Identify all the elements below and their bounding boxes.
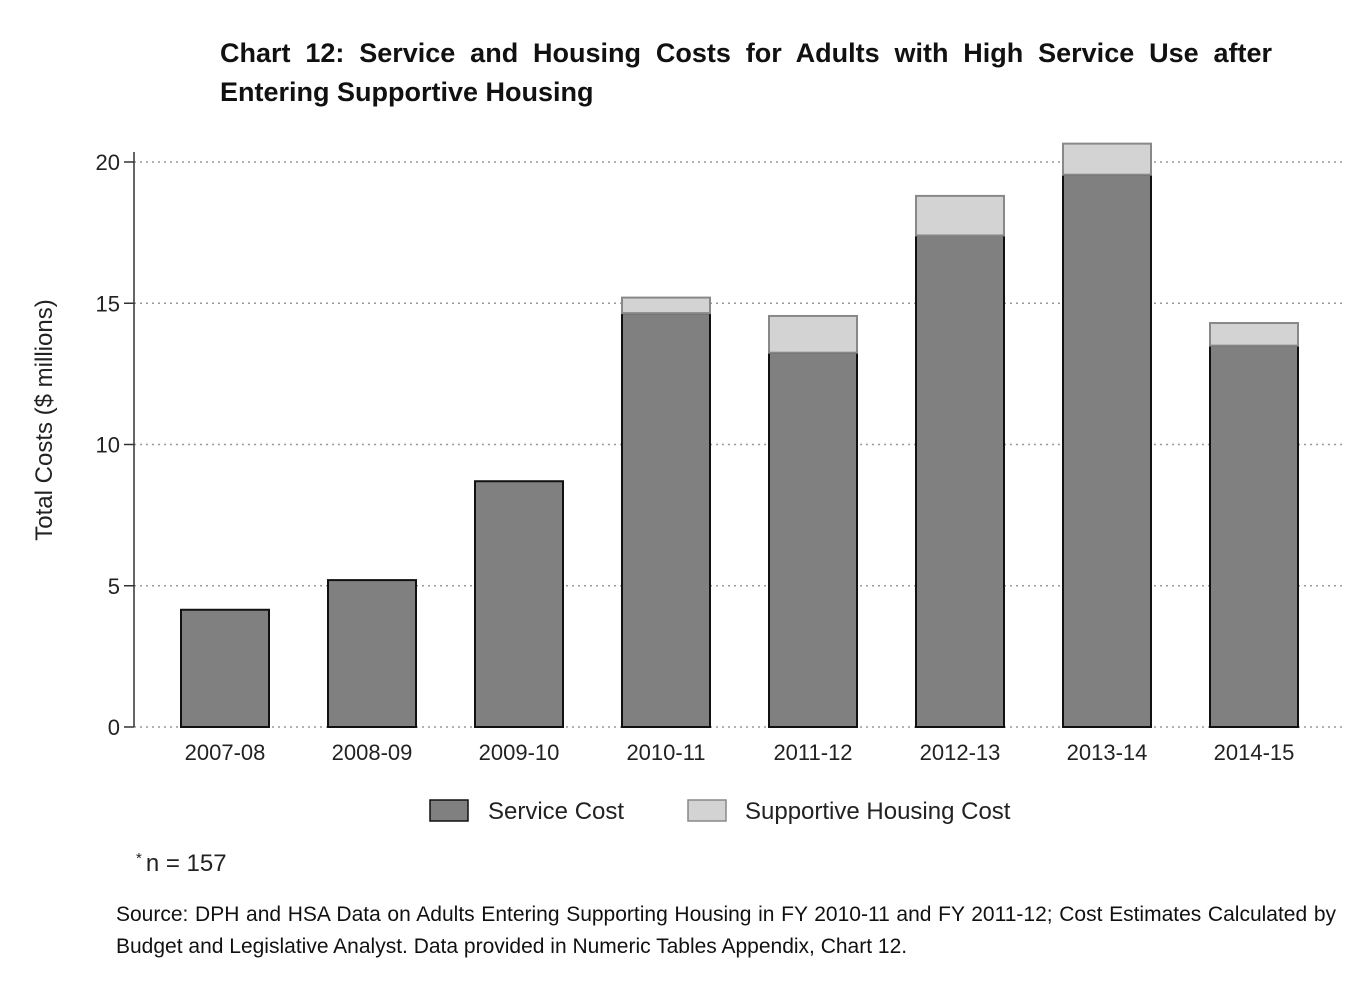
bar-service-cost <box>327 579 417 728</box>
y-tick-label: 5 <box>108 574 120 599</box>
x-tick-label: 2014-15 <box>1214 740 1295 765</box>
bar-service-cost <box>915 234 1005 728</box>
footnote-text: n = 157 <box>145 850 227 877</box>
bar-supportive-housing-cost <box>621 296 711 315</box>
x-axis-labels: 2007-08 2008-09 2009-10 2010-11 2011-12 2012-… <box>185 740 1295 765</box>
x-tick-label: 2009-10 <box>479 740 560 765</box>
legend-swatch <box>429 799 469 822</box>
y-tick-label: 15 <box>96 291 120 316</box>
bar-supportive-housing-cost <box>915 194 1005 237</box>
footnote: * n = 157 <box>136 850 227 878</box>
bar-service-cost <box>180 608 270 729</box>
x-tick-label: 2010-11 <box>626 740 705 765</box>
gridlines <box>134 161 1343 728</box>
bar-supportive-housing-cost <box>768 314 858 354</box>
legend-label: Supportive Housing Cost <box>745 798 1011 825</box>
legend-label: Service Cost <box>488 798 624 825</box>
source-note: Source: DPH and HSA Data on Adults Enter… <box>116 903 1336 958</box>
bar-service-cost <box>621 312 711 728</box>
bar-service-cost <box>1062 173 1152 728</box>
y-axis-ticks: 0 5 10 15 20 <box>96 150 134 740</box>
x-tick-label: 2011-12 <box>773 740 852 765</box>
y-tick-label: 10 <box>96 433 120 458</box>
bar-service-cost <box>474 480 564 728</box>
y-axis-title: Total Costs ($ millions) <box>31 299 58 540</box>
y-tick-label: 0 <box>108 715 120 740</box>
bar-service-cost <box>768 351 858 728</box>
x-tick-label: 2008-09 <box>332 740 413 765</box>
bar-service-cost <box>1209 344 1299 728</box>
bar-supportive-housing-cost <box>1209 322 1299 347</box>
legend-swatch <box>687 799 727 822</box>
y-tick-label: 20 <box>96 150 120 175</box>
bars <box>180 142 1299 729</box>
bar-supportive-housing-cost <box>1062 142 1152 176</box>
x-tick-label: 2012-13 <box>920 740 1001 765</box>
legend: Service Cost Supportive Housing Cost <box>429 798 1011 825</box>
x-tick-label: 2007-08 <box>185 740 266 765</box>
chart-title: Chart 12: Service and Housing Costs for … <box>220 38 1272 107</box>
x-tick-label: 2013-14 <box>1067 740 1148 765</box>
footnote-mark: * <box>136 850 142 867</box>
